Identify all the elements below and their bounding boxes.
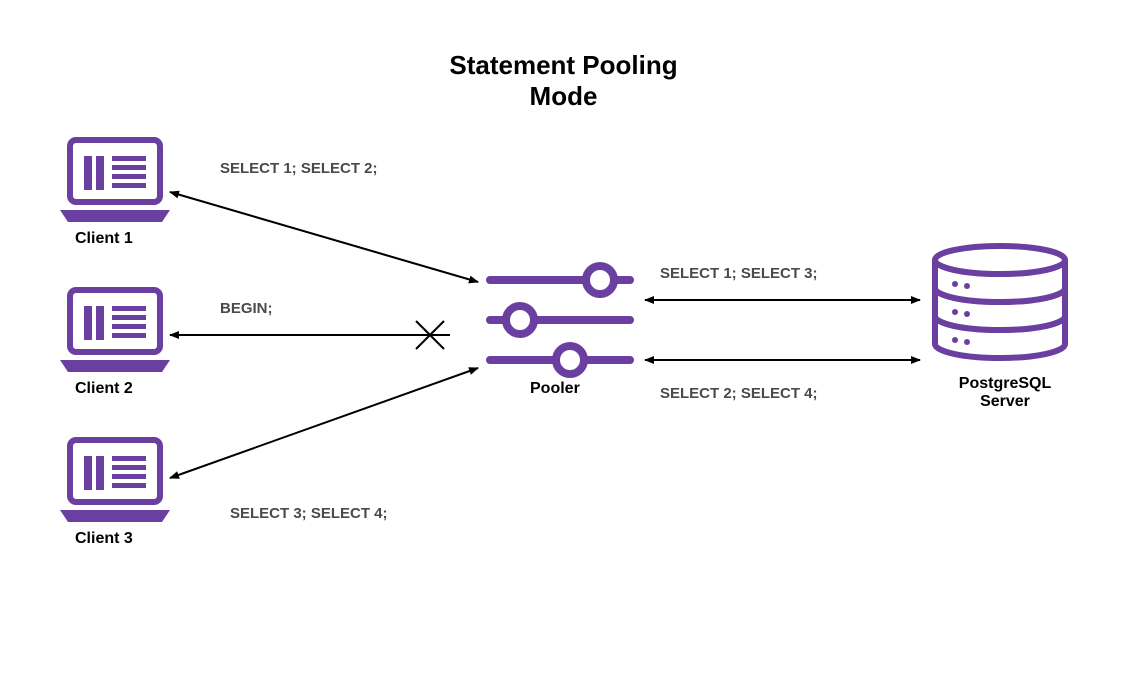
sliders-icon	[490, 266, 630, 374]
blocked-x-icon	[416, 321, 444, 349]
server-label: PostgreSQL Server	[940, 375, 1070, 411]
laptop-icon	[60, 440, 170, 522]
pooler-label: Pooler	[530, 380, 580, 398]
edge-arrow-2	[170, 368, 478, 478]
client2-label: Client 2	[75, 380, 133, 398]
database-stack-icon	[935, 246, 1065, 358]
edge-label-c3: SELECT 3; SELECT 4;	[230, 505, 388, 522]
laptop-icon	[60, 290, 170, 372]
blocked-x-icon	[416, 321, 444, 349]
edge-label-s1: SELECT 1; SELECT 3;	[660, 265, 818, 282]
server-label-line1: PostgreSQL	[959, 375, 1051, 392]
edge-arrow-0	[170, 192, 478, 282]
server-label-line2: Server	[980, 393, 1030, 410]
edge-label-c2: BEGIN;	[220, 300, 273, 317]
client3-label: Client 3	[75, 530, 133, 548]
diagram-title: Statement Pooling Mode	[0, 50, 1127, 112]
laptop-icon	[60, 140, 170, 222]
edge-label-c1: SELECT 1; SELECT 2;	[220, 160, 378, 177]
client1-label: Client 1	[75, 230, 133, 248]
edge-label-s2: SELECT 2; SELECT 4;	[660, 385, 818, 402]
title-line2: Mode	[530, 81, 598, 111]
title-line1: Statement Pooling	[449, 50, 677, 80]
